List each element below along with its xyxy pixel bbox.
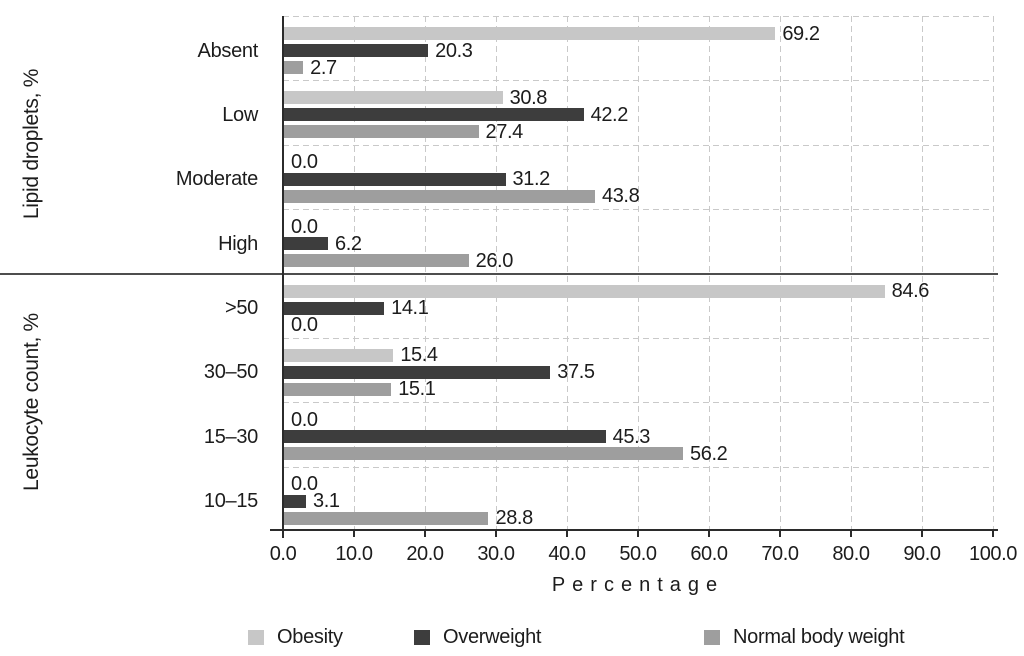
value-label: 42.2 — [590, 103, 629, 126]
x-axis-label: Percentage — [551, 574, 725, 596]
x-tick-label: 100.0 — [968, 543, 1018, 565]
x-axis-line — [270, 529, 998, 531]
y-group-label-lipid-droplets: Lipid droplets, % — [20, 68, 43, 220]
bar-overweight — [284, 430, 606, 444]
category-label: >50 — [224, 297, 258, 319]
x-axis-tick — [708, 531, 710, 537]
legend-item-overweight: Overweight — [414, 626, 541, 648]
bar-normal-body-weight — [284, 447, 684, 461]
category-label: High — [218, 232, 258, 255]
value-label: 31.2 — [512, 168, 551, 191]
x-tick-label: 30.0 — [477, 543, 515, 565]
value-label: 27.4 — [485, 120, 524, 143]
value-label: 0.0 — [291, 473, 318, 496]
value-label: 84.6 — [891, 280, 930, 302]
gridline-horizontal — [283, 402, 993, 404]
overweight-swatch-icon — [414, 629, 430, 645]
legend-item-obesity: Obesity — [248, 626, 343, 648]
x-tick-label: 70.0 — [761, 543, 799, 565]
value-label: 2.7 — [310, 56, 337, 79]
value-label: 15.4 — [400, 344, 438, 367]
legend-label-overweight: Overweight — [443, 625, 542, 648]
value-label: 0.0 — [291, 151, 318, 174]
value-label: 0.0 — [291, 215, 318, 238]
x-axis-tick — [779, 531, 781, 537]
x-tick-label: 60.0 — [690, 543, 728, 565]
x-axis-tick — [850, 531, 852, 537]
x-axis-tick — [566, 531, 568, 537]
x-axis-tick — [495, 531, 497, 537]
value-label: 6.2 — [335, 232, 362, 255]
bar-normal-body-weight — [284, 382, 392, 396]
bar-overweight — [284, 365, 551, 379]
value-label: 15.1 — [398, 378, 436, 401]
value-label: 30.8 — [509, 86, 548, 109]
value-label: 20.3 — [435, 39, 473, 62]
category-label: 15–30 — [203, 425, 258, 448]
x-axis-tick — [282, 531, 284, 537]
x-tick-label: 10.0 — [335, 543, 373, 565]
value-label: 14.1 — [391, 297, 429, 319]
value-label: 56.2 — [690, 442, 728, 465]
y-axis-line — [282, 16, 284, 538]
x-axis-tick — [424, 531, 426, 537]
value-label: 69.2 — [782, 22, 820, 45]
x-axis-tick — [353, 531, 355, 537]
gridline-horizontal — [283, 337, 993, 339]
bar-overweight — [284, 237, 329, 251]
value-label: 26.0 — [475, 249, 514, 272]
gridline-horizontal — [283, 466, 993, 468]
legend-item-normal-body-weight: Normal body weight — [704, 625, 905, 648]
legend-label-obesity: Obesity — [277, 625, 343, 648]
normal-body-weight-swatch-icon — [704, 629, 720, 645]
value-label: 45.3 — [612, 425, 651, 448]
x-axis-tick — [921, 531, 923, 537]
bar-overweight — [284, 301, 385, 315]
obesity-swatch-icon — [248, 629, 264, 645]
x-tick-label: 80.0 — [832, 543, 870, 565]
gridline-horizontal — [283, 144, 993, 146]
bar-normal-body-weight — [284, 125, 479, 139]
x-tick-label: 0.0 — [269, 543, 297, 565]
category-label: 30–50 — [203, 361, 258, 384]
value-label: 28.8 — [495, 507, 533, 530]
bar-overweight — [284, 108, 584, 122]
bar-overweight — [284, 44, 429, 57]
bar-normal-body-weight — [284, 61, 304, 74]
bar-obesity — [284, 284, 885, 298]
gridline-horizontal — [283, 16, 993, 17]
bar-normal-body-weight — [284, 511, 489, 525]
value-label: 3.1 — [313, 490, 340, 513]
bar-obesity — [284, 27, 776, 40]
category-label: Moderate — [175, 168, 258, 191]
category-label: 10–15 — [203, 490, 258, 513]
panel-separator-line — [0, 272, 998, 275]
legend-label-normal-body-weight: Normal body weight — [733, 625, 905, 648]
bar-obesity — [284, 91, 503, 105]
x-tick-label: 40.0 — [548, 543, 586, 565]
x-tick-label: 50.0 — [619, 543, 657, 565]
bar-overweight — [284, 494, 306, 508]
bar-normal-body-weight — [284, 254, 469, 268]
y-group-label-leukocyte-count: Leukocyte count, % — [20, 313, 43, 491]
x-tick-label: 90.0 — [903, 543, 941, 565]
value-label: 0.0 — [291, 314, 318, 336]
bar-overweight — [284, 172, 506, 186]
category-label: Absent — [197, 39, 259, 62]
x-axis-tick — [992, 531, 994, 537]
value-label: 0.0 — [291, 408, 318, 431]
value-label: 43.8 — [601, 185, 640, 208]
bar-obesity — [284, 348, 394, 362]
x-axis-tick — [637, 531, 639, 537]
bar-normal-body-weight — [284, 189, 595, 203]
x-tick-label: 20.0 — [406, 543, 444, 565]
gridline-horizontal — [283, 209, 993, 211]
value-label: 37.5 — [557, 361, 595, 384]
gridline-horizontal — [283, 80, 993, 82]
category-label: Low — [222, 103, 258, 126]
